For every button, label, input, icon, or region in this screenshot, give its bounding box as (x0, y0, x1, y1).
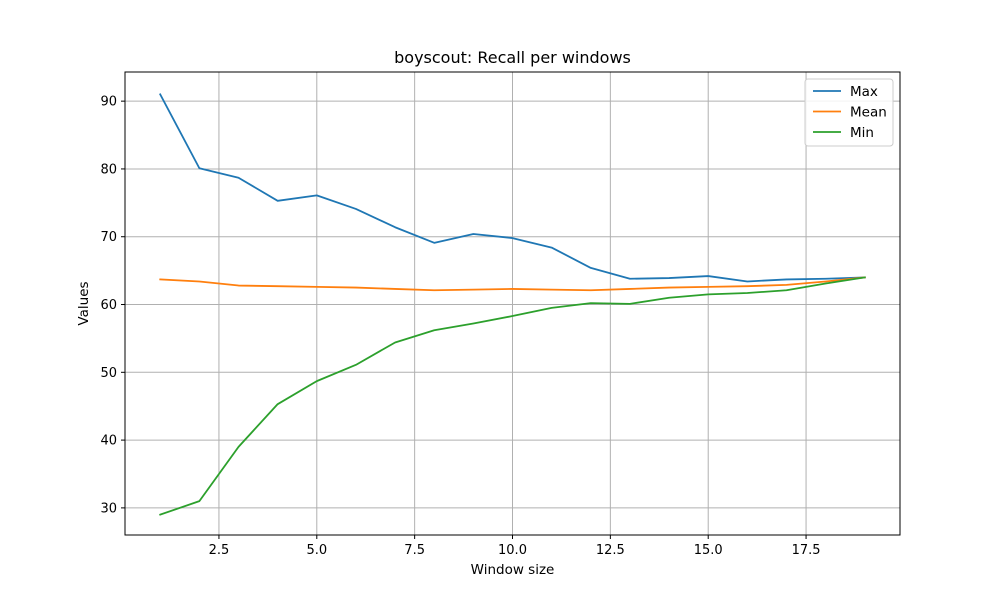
chart-title: boyscout: Recall per windows (394, 48, 631, 67)
x-tick-label: 5.0 (306, 543, 327, 558)
y-tick-label: 50 (100, 366, 117, 381)
y-tick-label: 70 (100, 230, 117, 245)
legend-label-mean: Mean (850, 105, 887, 121)
series-lines (159, 93, 866, 516)
legend-label-min: Min (850, 125, 874, 141)
y-tick-label: 40 (100, 434, 117, 449)
y-tick-label: 90 (100, 95, 117, 110)
grid-lines (125, 72, 900, 535)
axis-ticks: 2.5 5.0 7.5 10.0 12.5 15.0 17.5 30 40 50 60 70 80 90 (100, 95, 820, 558)
legend: Max Mean Min (804, 78, 894, 147)
x-tick-label: 2.5 (209, 543, 230, 558)
y-axis-label: Values (76, 281, 92, 325)
legend-label-max: Max (850, 84, 878, 100)
x-tick-label: 17.5 (792, 543, 821, 558)
x-tick-label: 10.0 (498, 543, 527, 558)
x-tick-label: 7.5 (404, 543, 425, 558)
x-tick-label: 15.0 (694, 543, 723, 558)
series-line-min (159, 276, 866, 516)
series-line-mean (159, 276, 866, 292)
x-axis-label: Window size (471, 562, 555, 578)
x-tick-label: 12.5 (596, 543, 625, 558)
y-tick-label: 60 (100, 298, 117, 313)
y-tick-label: 30 (100, 501, 117, 516)
legend-box (804, 78, 894, 147)
y-tick-label: 80 (100, 162, 117, 177)
series-line-max (159, 93, 866, 283)
